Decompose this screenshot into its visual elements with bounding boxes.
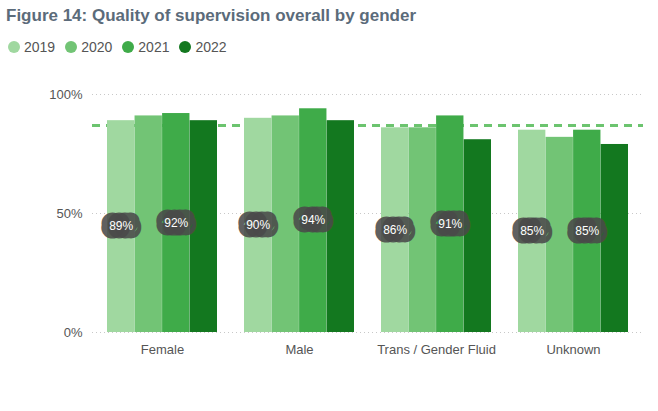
html-text:2021: 2021 (138, 39, 170, 55)
svg-text:92%: 92% (164, 216, 188, 230)
svg-text:Female: Female (141, 342, 184, 357)
html-text:Figure 14: Quality of supervis: Figure 14: Quality of supervision overal… (6, 6, 416, 25)
svg-text:86%: 86% (383, 223, 407, 237)
svg-text:89%: 89% (109, 219, 133, 233)
svg-text:Male: Male (285, 342, 313, 357)
svg-text:50%: 50% (56, 206, 82, 221)
svg-text:0%: 0% (64, 325, 83, 340)
svg-text:85%: 85% (520, 224, 544, 238)
html-text:2020: 2020 (81, 39, 113, 55)
svg-text:Trans / Gender Fluid: Trans / Gender Fluid (377, 342, 496, 357)
svg-text:85%: 85% (575, 224, 599, 238)
svg-text:91%: 91% (438, 217, 462, 231)
svg-text:90%: 90% (246, 218, 270, 232)
svg-text:94%: 94% (301, 213, 325, 227)
html-text:2019: 2019 (24, 39, 56, 55)
svg-text:100%: 100% (49, 87, 83, 102)
svg-text:Unknown: Unknown (546, 342, 600, 357)
html-text:2022: 2022 (195, 39, 227, 55)
